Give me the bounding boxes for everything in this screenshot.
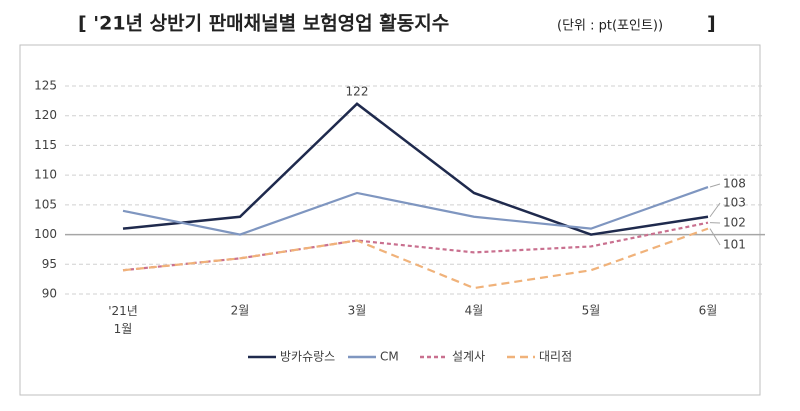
- y-tick-label: 90: [42, 287, 57, 301]
- data-label: 122: [346, 84, 369, 98]
- chart-title-close: ]: [707, 13, 716, 35]
- series-line: [123, 104, 708, 235]
- data-label: 103: [723, 196, 746, 210]
- legend-label: 대리점: [539, 350, 572, 364]
- y-tick-label: 125: [34, 79, 57, 93]
- y-tick-label: 100: [34, 227, 57, 241]
- plot-frame: [20, 45, 760, 395]
- legend-label: 방카슈랑스: [280, 350, 335, 364]
- data-label: 101: [723, 238, 746, 252]
- x-tick-label: 2월: [231, 304, 250, 318]
- chart-title: [ '21년 상반기 판매채널별 보험영업 활동지수: [78, 13, 449, 35]
- label-leader: [710, 229, 720, 245]
- x-tick-label: 6월: [699, 304, 718, 318]
- y-tick-label: 115: [34, 138, 57, 152]
- legend-label: 설계사: [452, 350, 485, 364]
- label-leader: [710, 184, 720, 187]
- x-tick-label: 5월: [582, 304, 601, 318]
- chart-unit: (단위 : pt(포인트)): [557, 19, 663, 34]
- series-line: [123, 229, 708, 288]
- y-tick-label: 95: [42, 257, 57, 271]
- legend-label: CM: [380, 350, 399, 364]
- data-label: 108: [723, 177, 746, 191]
- data-label: 102: [723, 216, 746, 230]
- y-tick-label: 105: [34, 197, 57, 211]
- y-tick-label: 120: [34, 108, 57, 122]
- series-line: [123, 187, 708, 235]
- x-tick-label: 3월: [348, 304, 367, 318]
- y-tick-label: 110: [34, 168, 57, 182]
- x-tick-label: 4월: [465, 304, 484, 318]
